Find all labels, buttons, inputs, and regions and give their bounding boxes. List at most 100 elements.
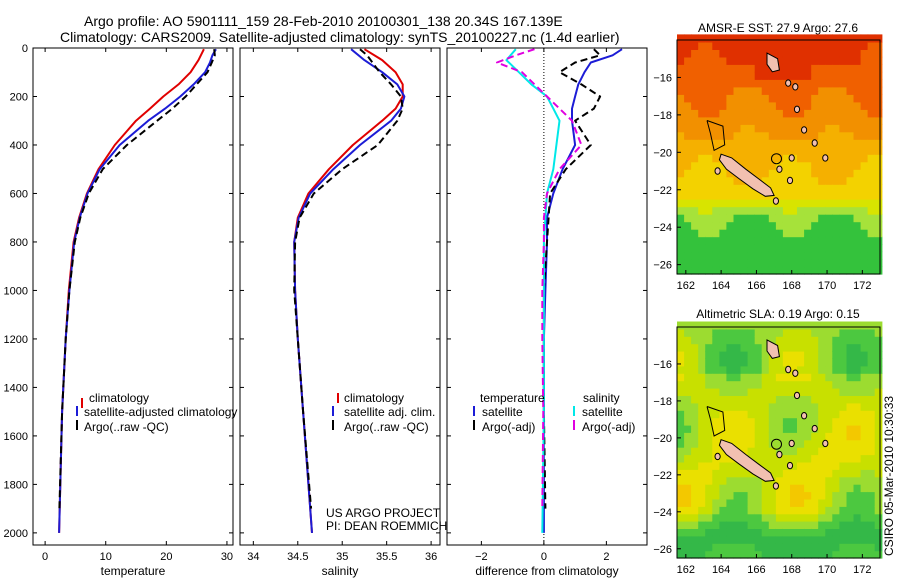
heatmap-cell xyxy=(804,535,812,544)
heatmap-cell xyxy=(839,161,848,170)
heatmap-cell xyxy=(761,543,770,552)
heatmap-cell xyxy=(860,161,869,170)
heatmap-cell xyxy=(818,447,826,456)
heatmap-cell xyxy=(677,498,685,507)
y-tick-label: 0 xyxy=(22,43,28,55)
heatmap-cell xyxy=(768,395,777,404)
heatmap-cell xyxy=(818,214,826,223)
heatmap-cell xyxy=(874,146,883,155)
heatmap-cell xyxy=(698,176,706,185)
heatmap-cell xyxy=(797,506,805,515)
heatmap-cell xyxy=(768,184,777,193)
heatmap-cell xyxy=(818,358,826,367)
heatmap-cell xyxy=(853,251,862,260)
heatmap-cell xyxy=(874,131,883,140)
heatmap-cell xyxy=(733,469,742,478)
heatmap-cell xyxy=(691,86,699,95)
heatmap-cell xyxy=(804,161,812,170)
heatmap-cell xyxy=(719,206,728,215)
heatmap-cell xyxy=(782,380,791,389)
heatmap-cell xyxy=(684,176,692,185)
heatmap-cell xyxy=(705,259,713,268)
heatmap-cell xyxy=(754,388,763,396)
heatmap-cell xyxy=(726,184,735,193)
x-tick-label: 10 xyxy=(100,551,112,563)
heatmap-cell xyxy=(811,417,819,426)
heatmap-cell xyxy=(761,343,770,352)
heatmap-cell xyxy=(719,528,728,537)
heatmap-cell xyxy=(719,498,728,507)
heatmap-cell xyxy=(747,229,756,238)
heatmap-cell xyxy=(726,469,735,478)
heatmap-cell xyxy=(691,124,699,133)
heatmap-cell xyxy=(740,64,749,73)
heatmap-cell xyxy=(712,34,720,43)
heatmap-cell xyxy=(719,221,728,230)
heatmap-cell xyxy=(790,131,798,140)
heatmap-cell xyxy=(818,131,826,140)
heatmap-cell xyxy=(747,94,756,103)
heatmap-cell xyxy=(825,169,833,178)
heatmap-cell xyxy=(726,461,735,470)
heatmap-cell xyxy=(790,447,798,456)
heatmap-cell xyxy=(754,41,763,50)
heatmap-cell xyxy=(761,351,770,359)
heatmap-cell xyxy=(754,169,763,178)
heatmap-cell xyxy=(790,116,798,125)
heatmap-cell xyxy=(719,146,728,155)
heatmap-cell xyxy=(712,64,720,73)
heatmap-cell xyxy=(747,161,756,170)
heatmap-cells xyxy=(677,321,883,559)
heatmap-cell xyxy=(705,543,713,552)
heatmap-cell xyxy=(691,251,699,260)
heatmap-cell xyxy=(797,373,805,382)
heatmap-cell xyxy=(839,343,848,352)
heatmap-cell xyxy=(754,56,763,65)
heatmap-cell xyxy=(677,244,685,253)
heatmap-cell xyxy=(712,424,720,433)
heatmap-cell xyxy=(705,343,713,352)
heatmap-cell xyxy=(712,161,720,170)
heatmap-cell xyxy=(782,454,791,463)
heatmap-cell xyxy=(726,328,735,337)
heatmap-cell xyxy=(775,244,784,253)
heatmap-cell xyxy=(874,469,883,478)
heatmap-cell xyxy=(874,139,883,148)
heatmap-cell xyxy=(768,41,777,50)
heatmap-cell xyxy=(740,380,749,389)
heatmap-cell xyxy=(867,454,876,463)
heatmap-cell xyxy=(839,146,848,155)
heatmap-cell xyxy=(761,388,770,396)
heatmap-cell xyxy=(874,169,883,178)
x-tick-label: 2 xyxy=(603,551,609,563)
heatmap-cell xyxy=(698,34,706,43)
heatmap-cell xyxy=(726,535,735,544)
heatmap-cell xyxy=(853,71,862,80)
heatmap-cell xyxy=(804,447,812,456)
heatmap-cell xyxy=(726,34,735,43)
heatmap-cell xyxy=(712,373,720,382)
heatmap-cell xyxy=(846,176,855,185)
heatmap-cell xyxy=(839,139,848,148)
heatmap-cell xyxy=(712,79,720,88)
small-island xyxy=(785,365,792,374)
heatmap-cell xyxy=(797,199,805,208)
heatmap-cell xyxy=(733,476,742,485)
sst-map: 162 164 166 168 170 172−16−18−20−22−24−26 xyxy=(653,34,883,292)
heatmap-cell xyxy=(811,34,819,43)
heatmap-cell xyxy=(782,410,791,419)
heatmap-cell xyxy=(804,71,812,80)
heatmap-cell xyxy=(698,447,706,456)
heatmap-cell xyxy=(860,191,869,200)
heatmap-cell xyxy=(726,176,735,185)
heatmap-cell xyxy=(797,101,805,110)
heatmap-cell xyxy=(811,244,819,253)
heatmap-cell xyxy=(832,244,840,253)
heatmap-cell xyxy=(733,461,742,470)
heatmap-cell xyxy=(804,191,812,200)
heatmap-cell xyxy=(754,139,763,148)
heatmap-cell xyxy=(677,206,685,215)
heatmap-cell xyxy=(698,484,706,493)
heatmap-cell xyxy=(853,49,862,58)
heatmap-cell xyxy=(740,328,749,337)
